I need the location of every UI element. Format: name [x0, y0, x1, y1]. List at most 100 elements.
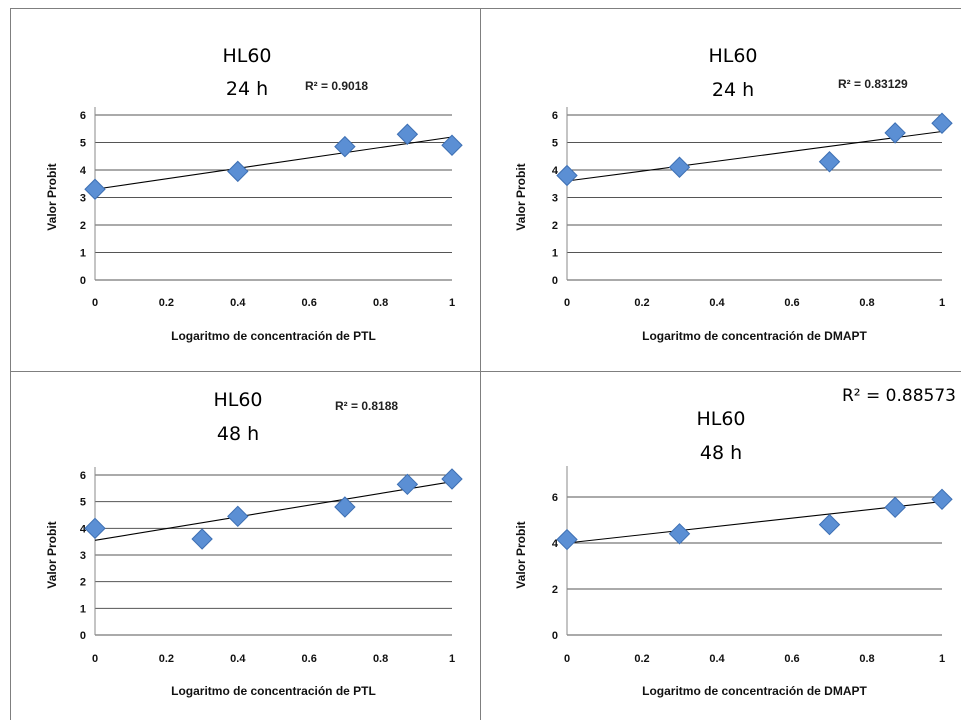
trendline	[94, 481, 453, 541]
chart-svg: 0 1 2 3 4 5 6 0 0.2 0.4 0.6 0.8 1 Logaritmo de concen…	[45, 45, 463, 343]
trendline	[566, 130, 943, 182]
y-tick-label: 6	[80, 470, 86, 482]
table-border-middle-vertical	[480, 8, 481, 720]
data-point	[84, 517, 106, 540]
x-tick-label: 0.8	[373, 653, 388, 665]
x-tick-label: 0	[564, 297, 570, 309]
x-tick-label: 0.8	[373, 297, 388, 309]
y-tick-label: 0	[552, 275, 558, 287]
chart-svg: 0 2 4 6 0 0.2 0.4 0.6 0.8 1 Logaritmo de concentra…	[514, 386, 956, 698]
x-tick-label: 1	[939, 653, 945, 665]
table-border-middle-horizontal	[10, 371, 961, 372]
chart-title-line: 24 h	[226, 78, 268, 100]
x-tick-label: 0	[92, 297, 98, 309]
y-tick-label: 2	[552, 584, 558, 596]
data-point	[441, 468, 463, 490]
x-tick-label: 0.6	[784, 653, 799, 665]
chart-title-line: HL60	[708, 45, 757, 67]
y-tick-label: 5	[80, 138, 86, 150]
r-squared-label: R² = 0.88573	[842, 386, 956, 406]
chart-panel-ptl-48h: 0 1 2 3 4 5 6 0 0.2 0.4 0.6 0.8 1 Logaritmo de concen…	[0, 372, 480, 720]
x-tick-label: 0	[92, 653, 98, 665]
chart-title-line: 24 h	[712, 79, 754, 101]
y-tick-label: 4	[80, 523, 87, 535]
data-point	[396, 473, 419, 496]
x-tick-label: 0.6	[784, 297, 799, 309]
x-axis-label: Logaritmo de concentración de PTL	[171, 684, 376, 698]
x-tick-label: 0.8	[859, 297, 874, 309]
y-tick-label: 2	[80, 220, 86, 232]
x-tick-label: 0.2	[634, 653, 649, 665]
chart-panel-dmapt-24h: 0 1 2 3 4 5 6 0 0.2 0.4 0.6 0.8 1 Logaritmo de concen…	[480, 0, 961, 370]
x-axis-label: Logaritmo de concentración de DMAPT	[642, 684, 867, 698]
y-tick-label: 2	[552, 220, 558, 232]
data-point	[227, 160, 249, 183]
data-point	[556, 528, 578, 551]
chart-panel-ptl-24h: 0 1 2 3 4 5 6 0 0.2 0.4 0.6 0.8 1 Logaritmo de concen…	[0, 0, 480, 370]
y-axis-label: Valor Probit	[514, 163, 528, 230]
x-tick-label: 0.2	[159, 297, 174, 309]
chart-panel-dmapt-48h: 0 2 4 6 0 0.2 0.4 0.6 0.8 1 Logaritmo de concentra…	[480, 372, 961, 720]
x-tick-label: 0.4	[230, 653, 246, 665]
x-tick-label: 1	[449, 297, 455, 309]
chart-svg: 0 1 2 3 4 5 6 0 0.2 0.4 0.6 0.8 1 Logaritmo de concen…	[514, 45, 953, 343]
data-point	[396, 123, 419, 145]
data-point	[818, 513, 841, 536]
y-tick-label: 1	[80, 603, 86, 615]
chart-title-line: HL60	[222, 45, 271, 67]
y-tick-label: 6	[552, 110, 558, 122]
x-tick-label: 0.4	[709, 297, 725, 309]
y-tick-label: 1	[552, 248, 558, 260]
chart-svg: 0 1 2 3 4 5 6 0 0.2 0.4 0.6 0.8 1 Logaritmo de concen…	[45, 389, 463, 698]
table-border-top	[10, 8, 961, 9]
chart-title-line: HL60	[213, 389, 262, 411]
data-point	[227, 505, 249, 528]
x-tick-label: 0.2	[634, 297, 649, 309]
x-tick-label: 0.6	[302, 653, 317, 665]
y-tick-label: 3	[80, 550, 86, 562]
r-squared-label: R² = 0.9018	[305, 79, 368, 93]
y-tick-label: 6	[552, 492, 558, 504]
data-point	[441, 134, 463, 156]
data-point	[931, 112, 953, 134]
y-axis-label: Valor Probit	[514, 521, 528, 588]
y-tick-label: 4	[552, 165, 559, 177]
x-tick-label: 0	[564, 653, 570, 665]
r-squared-label: R² = 0.83129	[838, 77, 908, 91]
x-tick-label: 0.4	[709, 653, 725, 665]
x-tick-label: 0.6	[302, 297, 317, 309]
y-tick-label: 0	[552, 630, 558, 642]
y-tick-label: 5	[552, 138, 558, 150]
data-point	[334, 496, 356, 518]
y-tick-label: 4	[552, 538, 559, 550]
x-tick-label: 0.2	[159, 653, 174, 665]
data-point	[818, 151, 841, 173]
data-point	[556, 164, 578, 187]
data-point	[884, 122, 906, 144]
x-axis-label: Logaritmo de concentración de DMAPT	[642, 329, 867, 343]
chart-title-line: 48 h	[700, 442, 742, 464]
x-tick-label: 1	[939, 297, 945, 309]
x-axis-label: Logaritmo de concentración de PTL	[171, 329, 376, 343]
table-border-left	[10, 8, 11, 720]
data-point	[334, 135, 356, 158]
y-axis-label: Valor Probit	[45, 521, 59, 588]
y-tick-label: 5	[80, 497, 86, 509]
y-tick-label: 3	[552, 193, 558, 205]
trendline	[94, 136, 453, 190]
x-tick-label: 1	[449, 653, 455, 665]
trendline	[566, 501, 943, 544]
data-point	[668, 523, 691, 545]
y-tick-label: 1	[80, 248, 86, 260]
y-tick-label: 2	[80, 577, 86, 589]
x-tick-label: 0.4	[230, 297, 246, 309]
y-tick-label: 0	[80, 275, 86, 287]
y-tick-label: 3	[80, 193, 86, 205]
x-tick-label: 0.8	[859, 653, 874, 665]
data-point	[931, 488, 953, 511]
data-point	[668, 156, 691, 178]
y-tick-label: 0	[80, 630, 86, 642]
y-tick-label: 4	[80, 165, 87, 177]
chart-title-line: HL60	[696, 408, 745, 430]
chart-title-line: 48 h	[217, 423, 259, 445]
